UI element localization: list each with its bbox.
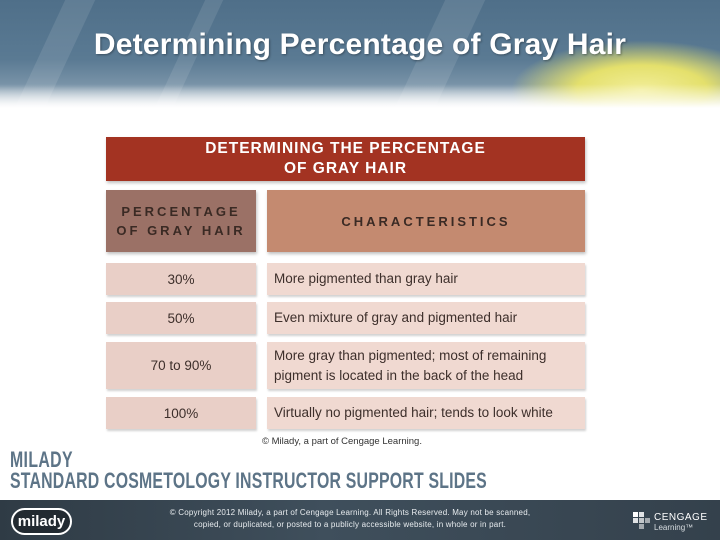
row-percentage-cell: 50% [106,302,256,334]
slide-title: Determining Percentage of Gray Hair [93,28,627,61]
column-header-percentage-line1: PERCENTAGE [121,204,241,219]
table-title-line1: DETERMINING THE PERCENTAGE [205,140,486,157]
cengage-sub: Learning™ [654,523,694,532]
row-characteristics-cell: Even mixture of gray and pigmented hair [267,302,585,334]
brand-heading: MILADY [10,447,73,472]
column-header-percentage: PERCENTAGE OF GRAY HAIR [106,190,256,252]
row-percentage-cell: 70 to 90% [106,342,256,389]
column-header-characteristics: CHARACTERISTICS [267,190,585,252]
cengage-logo: CENGAGE Learning™ [632,510,712,534]
cengage-mark-icon [633,512,650,529]
brand-subheading: STANDARD COSMETOLOGY INSTRUCTOR SUPPORT … [10,468,487,493]
image-credit: © Milady, a part of Cengage Learning. [262,436,422,447]
row-percentage-cell: 100% [106,397,256,429]
row-characteristics-line1: More gray than pigmented; most of remain… [274,347,547,363]
banner-fade [0,84,720,108]
row-characteristics-cell: More pigmented than gray hair [267,263,585,295]
cengage-name: CENGAGE [654,512,708,523]
table-title-line2: OF GRAY HAIR [283,160,408,177]
row-percentage-cell: 30% [106,263,256,295]
row-characteristics-cell: Virtually no pigmented hair; tends to lo… [267,397,585,429]
table-title: DETERMINING THE PERCENTAGE OF GRAY HAIR [106,137,585,181]
footer-bar: milady © Copyright 2012 Milady, a part o… [0,500,720,540]
row-characteristics-line2: pigment is located in the back of the he… [274,367,524,383]
column-header-percentage-line2: OF GRAY HAIR [116,223,246,238]
copyright-line1: © Copyright 2012 Milady, a part of Cenga… [169,508,531,517]
copyright-line2: copied, or duplicated, or posted to a pu… [193,520,507,529]
copyright-notice: © Copyright 2012 Milady, a part of Cenga… [150,507,550,531]
title-banner: Determining Percentage of Gray Hair [0,0,720,108]
row-characteristics-cell: More gray than pigmented; most of remain… [267,342,585,389]
milady-logo: milady [11,508,72,535]
